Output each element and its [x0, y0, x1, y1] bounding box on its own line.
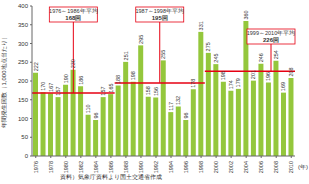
svg-text:350: 350	[18, 22, 29, 28]
svg-text:251: 251	[123, 51, 129, 60]
svg-text:157: 157	[55, 86, 61, 95]
svg-text:1987～1998年平均: 1987～1998年平均	[136, 8, 184, 14]
svg-text:169: 169	[280, 82, 286, 91]
html-text:資料）気象庁資料より国土交通省作成: 資料）気象庁資料より国土交通省作成	[60, 174, 162, 180]
svg-text:2000: 2000	[213, 161, 219, 173]
svg-text:50: 50	[21, 134, 28, 140]
svg-text:198: 198	[220, 71, 226, 80]
svg-text:200: 200	[18, 78, 29, 84]
svg-text:255: 255	[160, 50, 166, 59]
svg-text:156: 156	[153, 87, 159, 96]
svg-text:195回: 195回	[152, 15, 168, 21]
svg-text:1996: 1996	[183, 161, 189, 173]
svg-text:1976: 1976	[33, 161, 39, 173]
svg-text:400: 400	[18, 3, 29, 9]
svg-text:179: 179	[235, 78, 241, 87]
svg-text:167: 167	[48, 83, 54, 92]
svg-text:1990: 1990	[138, 161, 144, 173]
svg-text:246: 246	[258, 53, 264, 62]
svg-text:188: 188	[115, 75, 121, 84]
svg-text:100: 100	[18, 116, 29, 122]
svg-text:230: 230	[70, 59, 76, 68]
svg-text:1984: 1984	[93, 161, 99, 173]
svg-text:158: 158	[145, 86, 151, 95]
svg-text:2008: 2008	[273, 161, 279, 173]
svg-text:245: 245	[213, 53, 219, 62]
svg-text:2004: 2004	[243, 161, 249, 173]
svg-text:174: 174	[228, 80, 234, 89]
svg-text:186: 186	[78, 76, 84, 85]
svg-text:198: 198	[130, 71, 136, 80]
svg-text:1976～1986年平均: 1976～1986年平均	[49, 8, 97, 14]
svg-text:132: 132	[175, 96, 181, 105]
html-text:(年): (年)	[298, 164, 308, 170]
svg-text:222: 222	[33, 62, 39, 71]
svg-text:1978: 1978	[48, 161, 54, 173]
svg-text:201: 201	[250, 70, 256, 79]
svg-text:254: 254	[273, 50, 279, 59]
svg-text:2006: 2006	[258, 161, 264, 173]
svg-text:208: 208	[288, 67, 294, 76]
svg-text:96: 96	[93, 112, 99, 118]
svg-text:1988: 1988	[123, 161, 129, 173]
svg-text:178: 178	[190, 79, 196, 88]
svg-text:年間発生回数（1,000地点当たり）: 年間発生回数（1,000地点当たり）	[8, 34, 9, 127]
svg-text:157: 157	[100, 86, 106, 95]
svg-text:1980: 1980	[63, 161, 69, 173]
svg-text:110: 110	[85, 104, 91, 113]
svg-text:275: 275	[205, 42, 211, 51]
svg-text:2010: 2010	[288, 161, 294, 173]
svg-text:331: 331	[198, 21, 204, 30]
svg-text:2002: 2002	[228, 161, 234, 173]
svg-text:96: 96	[183, 112, 189, 118]
svg-text:165: 165	[108, 83, 114, 92]
svg-text:150: 150	[18, 97, 29, 103]
svg-text:190: 190	[63, 74, 69, 83]
svg-text:170: 170	[40, 82, 46, 91]
svg-text:360: 360	[243, 10, 249, 19]
svg-text:1992: 1992	[153, 161, 159, 173]
svg-text:1999～2010年平均: 1999～2010年平均	[247, 30, 295, 36]
svg-text:1986: 1986	[108, 161, 114, 173]
svg-text:117: 117	[168, 102, 174, 111]
svg-text:250: 250	[18, 59, 29, 65]
svg-text:196: 196	[265, 72, 271, 81]
svg-text:168回: 168回	[65, 15, 81, 21]
svg-text:1994: 1994	[168, 161, 174, 173]
svg-text:226回: 226回	[263, 37, 279, 43]
svg-text:295: 295	[138, 35, 144, 44]
svg-text:0: 0	[25, 153, 29, 159]
svg-text:1998: 1998	[198, 161, 204, 173]
svg-text:300: 300	[18, 41, 29, 47]
svg-text:1982: 1982	[78, 161, 84, 173]
